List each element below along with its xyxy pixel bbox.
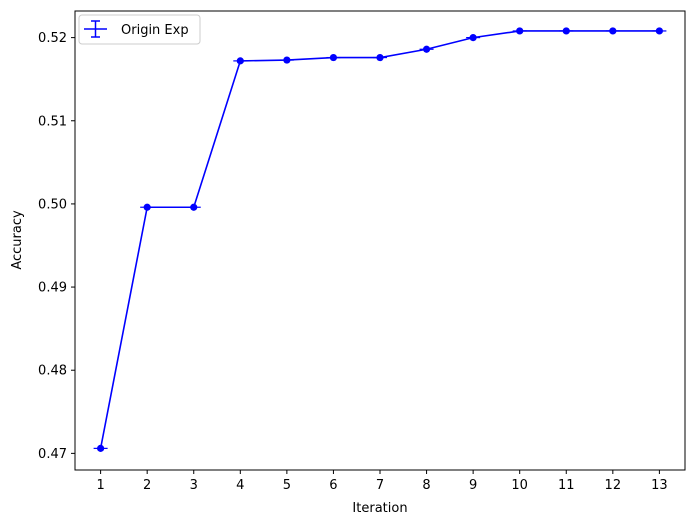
legend-marker xyxy=(84,20,107,38)
x-tick-label: 6 xyxy=(329,478,337,493)
x-tick-label: 8 xyxy=(422,478,430,493)
x-tick-label: 3 xyxy=(190,478,198,493)
x-tick-label: 10 xyxy=(511,478,528,493)
x-tick-label: 2 xyxy=(143,478,151,493)
data-point xyxy=(143,203,151,211)
y-tick-label: 0.50 xyxy=(38,197,67,212)
x-tick-label: 7 xyxy=(376,478,384,493)
x-tick-label: 11 xyxy=(558,478,575,493)
data-point xyxy=(329,53,338,62)
data-point xyxy=(516,27,524,35)
data-point xyxy=(562,27,570,35)
y-tick-label: 0.52 xyxy=(38,31,67,46)
data-point xyxy=(283,56,291,64)
x-tick-label: 12 xyxy=(605,478,622,493)
data-point xyxy=(190,203,198,211)
y-axis-label: Accuracy xyxy=(10,210,25,270)
x-tick-label: 4 xyxy=(236,478,244,493)
legend-box xyxy=(78,14,201,45)
y-axis: 0.47 0.48 0.49 0.50 0.51 0.52 xyxy=(38,31,75,462)
data-point xyxy=(236,57,244,65)
series-layer xyxy=(93,27,667,452)
data-point xyxy=(97,444,105,452)
y-tick-label: 0.47 xyxy=(38,447,67,462)
legend-label: Origin Exp xyxy=(121,23,189,38)
x-tick-label: 1 xyxy=(96,478,104,493)
x-tick-label: 9 xyxy=(469,478,477,493)
data-point xyxy=(609,27,617,35)
data-point xyxy=(422,45,431,53)
plot-area xyxy=(74,10,686,471)
data-point xyxy=(655,27,663,35)
x-tick-label: 13 xyxy=(651,478,668,493)
x-axis: 1 2 3 4 5 6 7 8 9 10 11 12 13 xyxy=(96,470,668,493)
y-tick-label: 0.49 xyxy=(38,281,67,296)
data-point xyxy=(376,53,384,62)
legend: Origin Exp xyxy=(78,14,201,45)
y-tick-label: 0.48 xyxy=(38,364,67,379)
data-point xyxy=(469,34,477,42)
x-tick-label: 5 xyxy=(283,478,291,493)
y-tick-label: 0.51 xyxy=(38,114,67,129)
x-axis-label: Iteration xyxy=(352,501,407,516)
